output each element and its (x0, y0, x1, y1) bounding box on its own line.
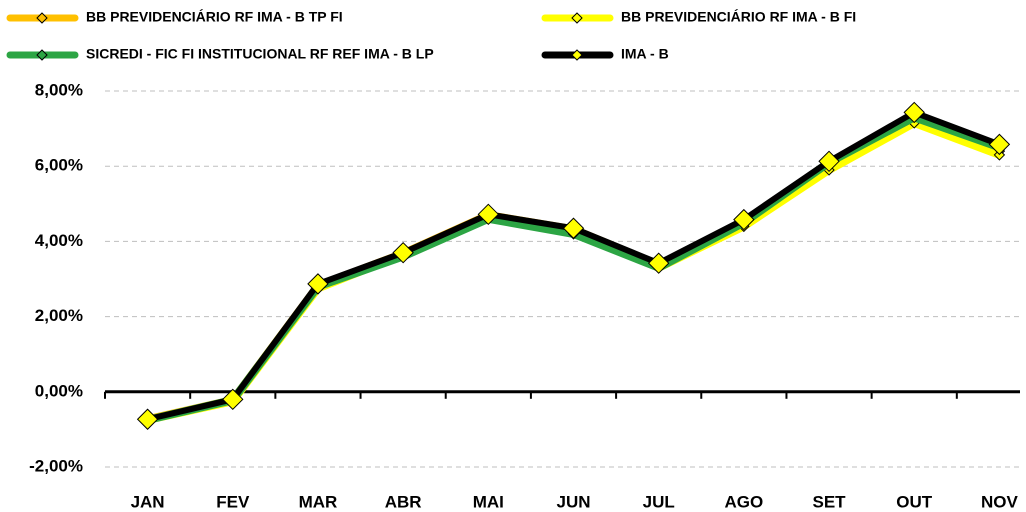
series-line (146, 115, 1001, 424)
legend-label: BB PREVIDENCIÁRIO RF IMA - B FI (621, 9, 856, 25)
x-tick-label: JUL (643, 492, 675, 511)
y-tick-label: 6,00% (35, 156, 83, 175)
y-tick-label: 4,00% (35, 231, 83, 250)
x-tick-label: NOV (981, 492, 1019, 511)
y-tick-label: 0,00% (35, 381, 83, 400)
point-marker (392, 241, 414, 264)
x-tick-label: ABR (385, 492, 422, 511)
legend-marker (571, 12, 583, 24)
y-tick-label: 8,00% (35, 80, 83, 99)
x-tick-label: SET (813, 492, 847, 511)
series-line (146, 113, 1001, 424)
point-marker (136, 408, 159, 430)
y-tick-label: -2,00% (29, 456, 83, 475)
point-marker (988, 133, 1011, 156)
x-tick-label: FEV (216, 492, 250, 511)
point-marker (477, 203, 500, 226)
point-marker (307, 273, 329, 295)
point-marker (647, 252, 670, 274)
legend-label: SICREDI - FIC FI INSTITUCIONAL RF REF IM… (86, 46, 434, 62)
legend-label: BB PREVIDENCIÁRIO RF IMA - B TP FI (86, 9, 343, 25)
point-marker (733, 208, 755, 231)
legend-marker (36, 49, 48, 61)
legend-marker (36, 12, 48, 24)
series-line (146, 109, 1001, 423)
point-marker (903, 101, 925, 124)
x-tick-label: AGO (724, 492, 763, 511)
point-marker (222, 388, 244, 411)
x-tick-label: JUN (556, 492, 590, 511)
point-marker (818, 150, 840, 173)
x-tick-label: OUT (896, 492, 933, 511)
y-tick-label: 2,00% (35, 306, 83, 325)
x-tick-label: JAN (131, 492, 165, 511)
series-line (146, 118, 1001, 424)
legend-marker (571, 49, 583, 61)
legend-label: IMA - B (621, 46, 669, 62)
x-tick-label: MAI (473, 492, 504, 511)
x-tick-label: MAR (299, 492, 338, 511)
point-marker (562, 217, 585, 239)
